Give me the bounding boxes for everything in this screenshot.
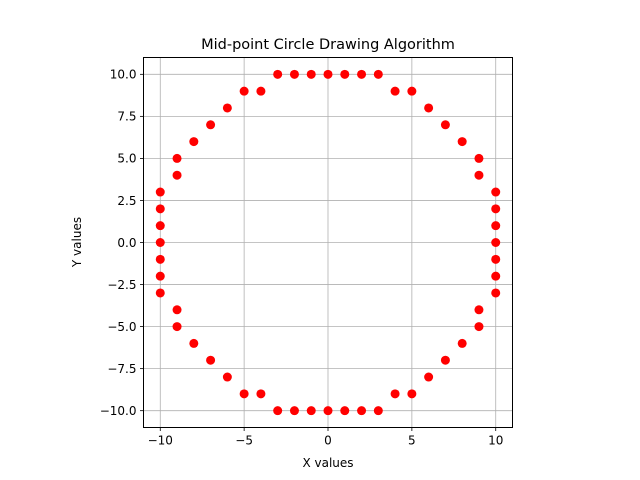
data-point bbox=[390, 389, 400, 399]
data-point bbox=[323, 406, 333, 416]
data-point bbox=[289, 69, 299, 79]
data-point bbox=[340, 406, 350, 416]
x-tick-label: 5 bbox=[408, 434, 416, 448]
data-point bbox=[457, 338, 467, 348]
data-point bbox=[155, 254, 165, 264]
data-point bbox=[172, 153, 182, 163]
data-point bbox=[155, 271, 165, 281]
data-point bbox=[440, 120, 450, 130]
data-point bbox=[491, 288, 501, 298]
data-point bbox=[273, 69, 283, 79]
x-tick-label: 10 bbox=[488, 434, 503, 448]
data-point bbox=[206, 355, 216, 365]
data-point bbox=[155, 187, 165, 197]
y-tick-label: 10.0 bbox=[110, 68, 137, 82]
data-point bbox=[491, 238, 501, 247]
data-point bbox=[323, 69, 333, 79]
data-point bbox=[474, 170, 484, 180]
data-point bbox=[491, 204, 501, 214]
data-point bbox=[189, 338, 199, 348]
x-tick-label: 0 bbox=[324, 434, 332, 448]
x-tick-label: −10 bbox=[148, 434, 173, 448]
data-points bbox=[155, 69, 501, 416]
data-point bbox=[407, 86, 417, 96]
data-point bbox=[289, 406, 299, 416]
data-point bbox=[491, 254, 501, 264]
x-axis-ticks: −10 −5 0 5 10 bbox=[148, 427, 503, 448]
data-point bbox=[189, 137, 199, 147]
y-tick-label: −7.5 bbox=[107, 362, 136, 376]
data-point bbox=[172, 170, 182, 180]
data-point bbox=[172, 322, 182, 332]
data-point bbox=[357, 69, 367, 79]
y-tick-label: 0.0 bbox=[117, 236, 136, 250]
data-point bbox=[222, 372, 232, 382]
y-tick-label: 7.5 bbox=[117, 110, 136, 124]
data-point bbox=[390, 86, 400, 96]
data-point bbox=[373, 69, 383, 79]
data-point bbox=[373, 406, 383, 416]
data-point bbox=[306, 406, 316, 416]
data-point bbox=[306, 69, 316, 79]
data-point bbox=[474, 322, 484, 332]
data-point bbox=[239, 389, 249, 399]
x-axis-label: X values bbox=[302, 456, 353, 470]
data-point bbox=[155, 204, 165, 214]
data-point bbox=[239, 86, 249, 96]
y-axis-label: Y values bbox=[70, 217, 84, 268]
data-point bbox=[340, 69, 350, 79]
data-point bbox=[222, 103, 232, 113]
data-point bbox=[457, 137, 467, 147]
y-tick-label: −10.0 bbox=[100, 404, 137, 418]
data-point bbox=[491, 271, 501, 281]
y-axis-ticks: −10.0 −7.5 −5.0 −2.5 0.0 2.5 5.0 7.5 10.0 bbox=[100, 68, 144, 418]
x-tick-label: −5 bbox=[235, 434, 253, 448]
data-point bbox=[474, 305, 484, 315]
chart-title: Mid-point Circle Drawing Algorithm bbox=[201, 37, 455, 53]
data-point bbox=[491, 221, 501, 231]
data-point bbox=[491, 187, 501, 197]
y-tick-label: −2.5 bbox=[107, 278, 136, 292]
data-point bbox=[256, 389, 266, 399]
y-tick-label: 2.5 bbox=[117, 194, 136, 208]
data-point bbox=[256, 86, 266, 96]
data-point bbox=[206, 120, 216, 130]
data-point bbox=[172, 305, 182, 315]
data-point bbox=[155, 238, 165, 247]
data-point bbox=[424, 103, 434, 113]
data-point bbox=[407, 389, 417, 399]
data-point bbox=[357, 406, 367, 416]
data-point bbox=[440, 355, 450, 365]
data-point bbox=[424, 372, 434, 382]
y-tick-label: 5.0 bbox=[117, 152, 136, 166]
data-point bbox=[155, 221, 165, 231]
y-tick-label: −5.0 bbox=[107, 320, 136, 334]
data-point bbox=[474, 153, 484, 163]
data-point bbox=[273, 406, 283, 416]
data-point bbox=[155, 288, 165, 298]
